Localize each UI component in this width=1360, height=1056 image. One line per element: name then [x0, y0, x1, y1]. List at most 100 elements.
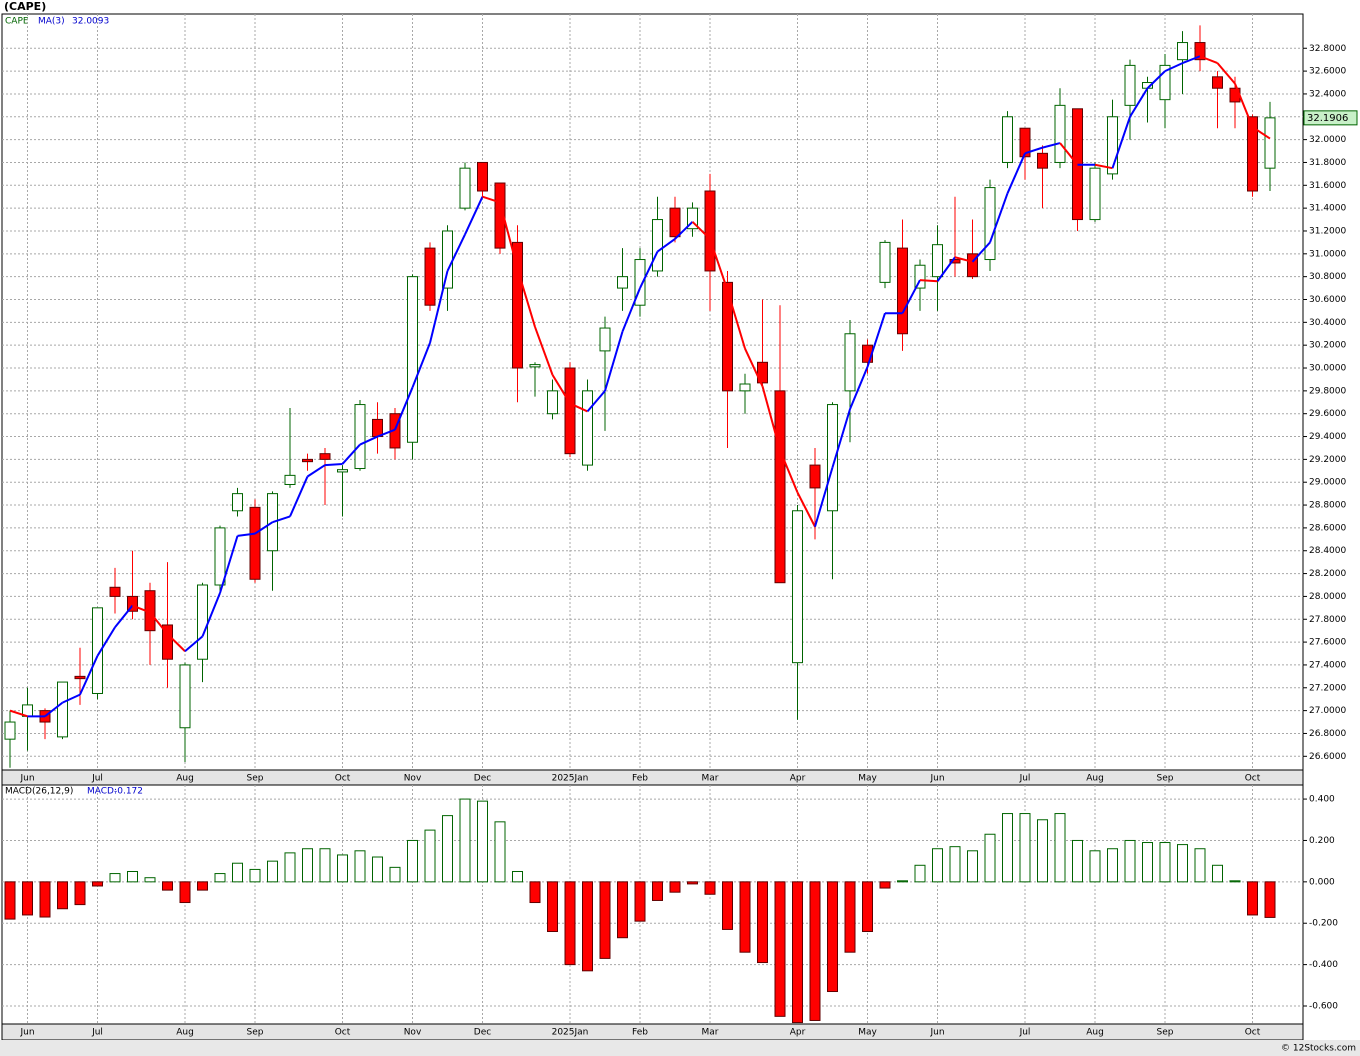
candle-body [477, 161, 488, 192]
ma-segment [166, 633, 186, 652]
ma-segment [272, 515, 291, 524]
macd-bar [372, 856, 383, 883]
ma-segment [482, 195, 501, 204]
candle-body [914, 264, 926, 289]
price-label: 32.1906 [1307, 113, 1348, 124]
macd-bar [1142, 842, 1153, 883]
legend-name: CAPE [5, 17, 29, 27]
ma-segment [114, 604, 134, 628]
chart-title: (CAPE) [4, 0, 46, 13]
ma-segment [919, 279, 938, 283]
ma-segment [656, 238, 676, 253]
ma-segment [429, 270, 449, 344]
candle-body [949, 259, 961, 264]
ma-segment [534, 326, 554, 376]
macd-bar [634, 881, 646, 922]
ma-segment [149, 611, 169, 635]
macd-bar [599, 881, 611, 959]
macd-bar [162, 881, 173, 891]
ma-segment [796, 492, 816, 528]
legend-ma-value: 32.0093 [72, 17, 109, 27]
y-tick-label: 29.2000 [1309, 455, 1346, 465]
candle-body [774, 390, 786, 584]
macd-bar [529, 881, 541, 904]
macd-bar [1037, 819, 1048, 883]
macd-bar [232, 862, 243, 883]
ma-segment [1146, 70, 1166, 89]
macd-bar [914, 864, 926, 883]
candle-body [494, 182, 506, 249]
macd-bar [722, 881, 733, 930]
macd-bar [879, 881, 891, 889]
macd-bar [1072, 839, 1083, 883]
y-tick-label: 26.6000 [1309, 752, 1346, 762]
x-tick-label: Jun [929, 774, 944, 784]
ma-segment [44, 701, 64, 718]
macd-bar [1054, 813, 1066, 883]
candle-body [792, 510, 803, 664]
macd-bar [1159, 842, 1171, 883]
candle-body [599, 327, 611, 352]
ma-segment [744, 348, 764, 387]
candle-body [1054, 104, 1066, 163]
candle-body [634, 259, 646, 306]
x-tick-label: Oct [1245, 774, 1261, 784]
macd-bar [22, 881, 33, 916]
y-tick-label: 29.0000 [1309, 478, 1346, 488]
ma-segment [971, 241, 991, 263]
candle-body [809, 464, 821, 489]
macd-bar [1107, 848, 1118, 883]
ma-segment [691, 221, 711, 240]
macd-bar [827, 881, 838, 993]
y-tick-label: 32.8000 [1309, 44, 1346, 54]
x-tick-label: Aug [1086, 1028, 1104, 1038]
ma-segment [79, 655, 99, 696]
macd-bar [932, 848, 943, 883]
macd-bar [1247, 881, 1258, 916]
y-tick-label: 0.000 [1309, 877, 1335, 887]
macd-bar [984, 833, 996, 883]
x-tick-label: Sep [1157, 1028, 1174, 1038]
y-tick-label: 0.200 [1309, 836, 1335, 846]
macd-bar [582, 881, 593, 972]
macd-bar [564, 881, 576, 966]
y-tick-label: -0.200 [1309, 919, 1338, 929]
macd-bar [1002, 813, 1013, 883]
macd-bar [1212, 864, 1223, 883]
macd-bar [757, 881, 768, 964]
candle-body [109, 586, 121, 597]
y-tick-label: 32.4000 [1309, 89, 1346, 99]
x-tick-label: Jul [1019, 774, 1031, 784]
x-tick-label: Dec [474, 1028, 491, 1038]
x-tick-label: Apr [790, 1028, 806, 1038]
y-tick-label: 26.8000 [1309, 729, 1346, 739]
ma-segment [499, 202, 519, 269]
ma-segment [586, 390, 606, 413]
candle-body [1247, 116, 1258, 192]
x-tick-label: Mar [702, 1028, 719, 1038]
ma-segment [254, 521, 274, 535]
candle-body [302, 458, 313, 463]
y-tick-label: 27.4000 [1309, 660, 1346, 670]
macd-bar [809, 881, 821, 1021]
candle-body [1002, 116, 1013, 163]
candle-body [582, 390, 593, 466]
candle-body [1177, 42, 1188, 61]
candle-body [652, 219, 663, 272]
macd-bar [1019, 813, 1031, 883]
x-tick-label: 2025Jan [552, 1028, 589, 1038]
ma-segment [569, 402, 588, 413]
macd-bar [547, 881, 558, 933]
candle-body [1159, 64, 1171, 101]
candle-body [512, 241, 523, 369]
ma-segment [901, 279, 921, 314]
macd-bar [844, 881, 856, 953]
x-tick-label: Oct [335, 774, 351, 784]
x-tick-label: Sep [247, 1028, 264, 1038]
candle-body [984, 187, 996, 261]
macd-bar [897, 880, 908, 883]
macd-bar [407, 839, 418, 883]
ma-segment [709, 238, 729, 291]
x-tick-label: Jul [91, 1028, 103, 1038]
ma-segment [621, 287, 641, 332]
